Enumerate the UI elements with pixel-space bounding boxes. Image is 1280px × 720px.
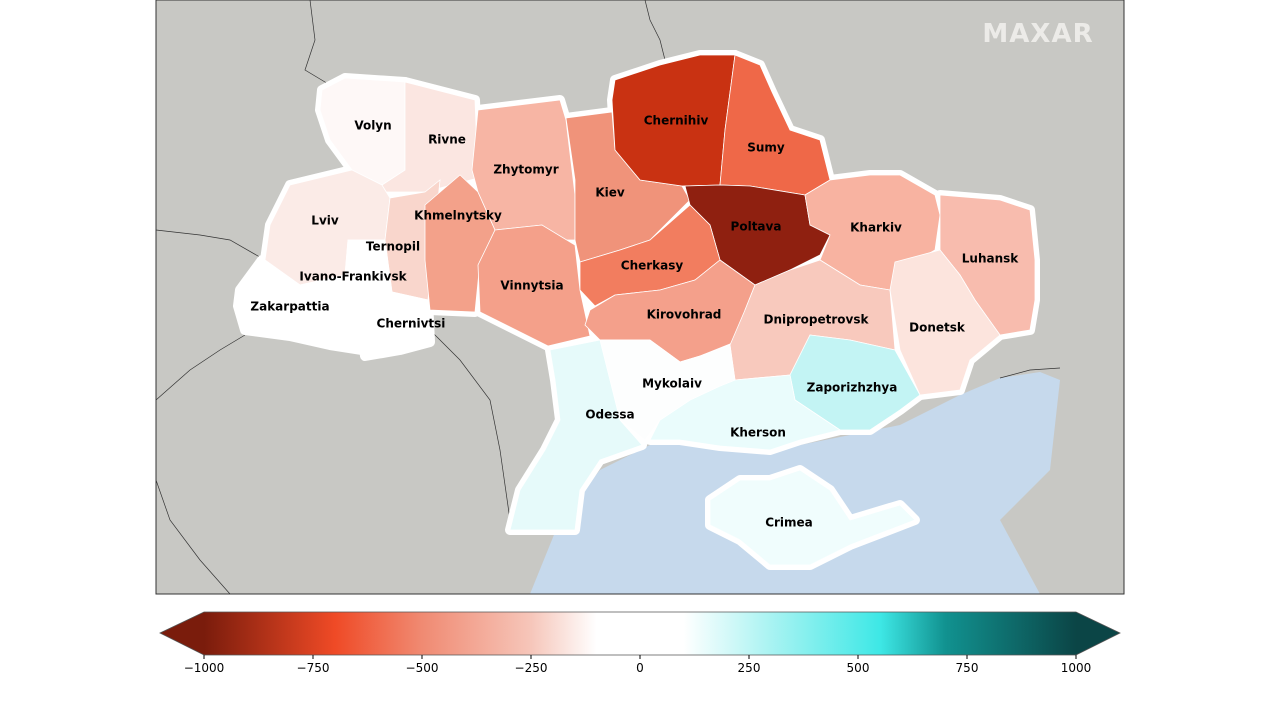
region-label-chernihiv: Chernihiv xyxy=(644,114,709,128)
colorbar-tick-label: −750 xyxy=(297,661,330,675)
region-label-poltava: Poltava xyxy=(731,220,782,234)
colorbar-tick-label: −1000 xyxy=(184,661,225,675)
region-label-zaporizhzhya: Zaporizhzhya xyxy=(807,381,898,395)
region-rivne xyxy=(381,81,479,193)
colorbar-tick-label: 750 xyxy=(956,661,979,675)
colorbar-tick-label: −500 xyxy=(406,661,439,675)
region-label-crimea: Crimea xyxy=(765,516,813,530)
region-label-vinnytsia: Vinnytsia xyxy=(500,279,563,293)
region-label-zakarpattia: Zakarpattia xyxy=(250,300,329,314)
region-label-kiev: Kiev xyxy=(595,186,625,200)
colorbar-tick-label: 250 xyxy=(738,661,761,675)
region-label-kherson: Kherson xyxy=(730,426,786,440)
region-crimea xyxy=(709,469,916,566)
colorbar-tick-label: 1000 xyxy=(1061,661,1092,675)
colorbar-tick-label: −250 xyxy=(515,661,548,675)
region-label-dnipropetrovsk: Dnipropetrovsk xyxy=(764,313,870,327)
region-label-kharkiv: Kharkiv xyxy=(850,221,902,235)
region-vinnytsia xyxy=(477,224,591,347)
region-zakarpattia xyxy=(237,259,363,351)
region-odessa xyxy=(509,339,643,531)
region-label-khmelnytsky: Khmelnytsky xyxy=(414,209,502,223)
region-label-volyn: Volyn xyxy=(354,119,391,133)
colorbar: −1000 −750 −500 −250 0 250 500 750 1000 xyxy=(159,611,1121,675)
region-donetsk xyxy=(889,249,1001,396)
colorbar-gradient xyxy=(159,611,1121,656)
region-label-luhansk: Luhansk xyxy=(962,252,1020,266)
colorbar-tick-label: 500 xyxy=(847,661,870,675)
region-label-sumy: Sumy xyxy=(747,141,785,155)
country-borders xyxy=(155,0,1061,595)
region-label-donetsk: Donetsk xyxy=(909,321,966,335)
region-label-cherkasy: Cherkasy xyxy=(621,259,684,273)
region-label-ivano-frankivsk: Ivano-Frankivsk xyxy=(299,270,407,284)
region-label-chernivtsi: Chernivtsi xyxy=(377,317,446,331)
region-label-zhytomyr: Zhytomyr xyxy=(493,163,558,177)
region-label-ternopil: Ternopil xyxy=(366,240,420,254)
colorbar-tick-label: 0 xyxy=(636,661,644,675)
region-label-mykolaiv: Mykolaiv xyxy=(642,377,702,391)
map-frame xyxy=(155,0,1125,595)
region-label-kirovohrad: Kirovohrad xyxy=(647,308,722,322)
region-label-rivne: Rivne xyxy=(428,133,466,147)
region-label-lviv: Lviv xyxy=(311,214,339,228)
maxar-logo: MAXAR xyxy=(982,19,1093,49)
region-label-odessa: Odessa xyxy=(585,408,634,422)
region-chernivtsi xyxy=(361,291,431,357)
